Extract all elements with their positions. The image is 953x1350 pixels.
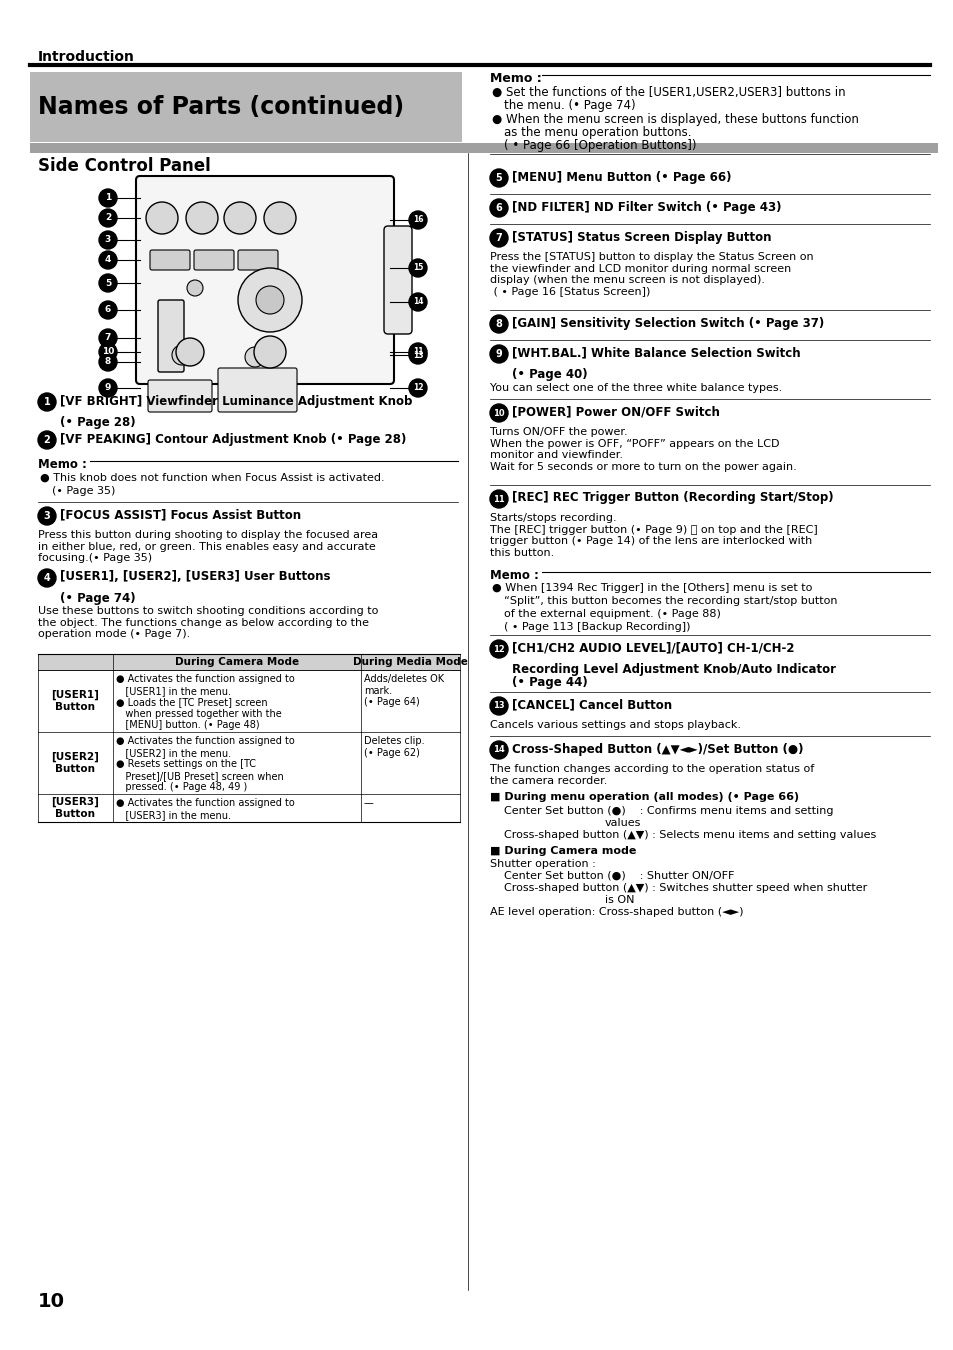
FancyBboxPatch shape xyxy=(150,250,190,270)
Text: 12: 12 xyxy=(493,644,504,653)
Text: Press the [STATUS] button to display the Status Screen on
the viewfinder and LCD: Press the [STATUS] button to display the… xyxy=(490,252,813,297)
Text: Cross-Shaped Button (▲▼◄►)/Set Button (●): Cross-Shaped Button (▲▼◄►)/Set Button (●… xyxy=(512,743,802,756)
Circle shape xyxy=(99,231,117,248)
Text: 12: 12 xyxy=(413,383,423,393)
Text: 5: 5 xyxy=(105,278,111,288)
FancyBboxPatch shape xyxy=(38,732,459,794)
Text: Memo :: Memo : xyxy=(490,568,538,582)
Text: —: — xyxy=(364,798,374,809)
Text: AE level operation: Cross-shaped button (◄►): AE level operation: Cross-shaped button … xyxy=(490,907,742,917)
Text: 14: 14 xyxy=(413,297,423,306)
Text: Turns ON/OFF the power.
When the power is OFF, “POFF” appears on the LCD
monitor: Turns ON/OFF the power. When the power i… xyxy=(490,427,796,471)
Circle shape xyxy=(99,379,117,397)
Text: 1: 1 xyxy=(105,193,111,202)
Text: (• Page 35): (• Page 35) xyxy=(52,486,115,495)
Text: (• Page 28): (• Page 28) xyxy=(60,416,135,429)
Text: Press this button during shooting to display the focused area
in either blue, re: Press this button during shooting to dis… xyxy=(38,531,377,563)
Text: the menu. (• Page 74): the menu. (• Page 74) xyxy=(503,99,635,112)
Text: [WHT.BAL.] White Balance Selection Switch: [WHT.BAL.] White Balance Selection Switc… xyxy=(512,347,800,359)
Text: 11: 11 xyxy=(413,347,423,356)
Text: [CH1/CH2 AUDIO LEVEL]/[AUTO] CH-1/CH-2: [CH1/CH2 AUDIO LEVEL]/[AUTO] CH-1/CH-2 xyxy=(512,641,794,655)
Circle shape xyxy=(245,347,265,367)
FancyBboxPatch shape xyxy=(384,225,412,333)
Circle shape xyxy=(409,379,427,397)
Text: [USER1], [USER2], [USER3] User Buttons: [USER1], [USER2], [USER3] User Buttons xyxy=(60,571,330,583)
Circle shape xyxy=(490,198,507,217)
Circle shape xyxy=(187,279,203,296)
Text: 9: 9 xyxy=(496,350,502,359)
Circle shape xyxy=(146,202,178,234)
Text: [MENU] Menu Button (• Page 66): [MENU] Menu Button (• Page 66) xyxy=(512,170,731,184)
Text: Memo :: Memo : xyxy=(490,72,541,85)
FancyBboxPatch shape xyxy=(148,379,212,412)
Circle shape xyxy=(38,393,56,410)
Text: “Split”, this button becomes the recording start/stop button: “Split”, this button becomes the recordi… xyxy=(503,595,837,606)
Circle shape xyxy=(99,274,117,292)
Circle shape xyxy=(38,508,56,525)
Circle shape xyxy=(175,338,204,366)
Text: The function changes according to the operation status of
the camera recorder.: The function changes according to the op… xyxy=(490,764,814,786)
Text: 5: 5 xyxy=(496,173,502,184)
Circle shape xyxy=(409,259,427,277)
Circle shape xyxy=(490,315,507,333)
Text: Starts/stops recording.
The [REC] trigger button (• Page 9) ⓗ on top and the [RE: Starts/stops recording. The [REC] trigge… xyxy=(490,513,817,558)
Circle shape xyxy=(99,209,117,227)
Circle shape xyxy=(38,431,56,450)
Circle shape xyxy=(99,352,117,371)
Text: 3: 3 xyxy=(44,512,51,521)
Text: ■ During menu operation (all modes) (• Page 66): ■ During menu operation (all modes) (• P… xyxy=(490,792,799,802)
Text: [REC] REC Trigger Button (Recording Start/Stop): [REC] REC Trigger Button (Recording Star… xyxy=(512,491,833,505)
Text: [FOCUS ASSIST] Focus Assist Button: [FOCUS ASSIST] Focus Assist Button xyxy=(60,509,301,521)
Text: of the external equipment. (• Page 88): of the external equipment. (• Page 88) xyxy=(503,609,720,620)
Text: 4: 4 xyxy=(44,572,51,583)
Text: 10: 10 xyxy=(102,347,114,356)
Text: 14: 14 xyxy=(493,745,504,755)
FancyBboxPatch shape xyxy=(136,176,394,383)
Text: 7: 7 xyxy=(105,333,112,343)
Text: 13: 13 xyxy=(413,351,423,359)
Text: [USER1]
Button: [USER1] Button xyxy=(51,690,99,711)
Text: 4: 4 xyxy=(105,255,112,265)
Text: 10: 10 xyxy=(38,1292,65,1311)
Circle shape xyxy=(99,301,117,319)
Circle shape xyxy=(255,286,284,315)
Text: Deletes clip.
(• Page 62): Deletes clip. (• Page 62) xyxy=(364,736,424,757)
Text: [USER3]
Button: [USER3] Button xyxy=(51,796,99,819)
Circle shape xyxy=(172,346,192,365)
Circle shape xyxy=(490,490,507,508)
Text: [ND FILTER] ND Filter Switch (• Page 43): [ND FILTER] ND Filter Switch (• Page 43) xyxy=(512,201,781,213)
Text: 13: 13 xyxy=(493,702,504,710)
Text: Adds/deletes OK
mark.
(• Page 64): Adds/deletes OK mark. (• Page 64) xyxy=(364,674,444,707)
Text: Names of Parts (continued): Names of Parts (continued) xyxy=(38,95,404,119)
Text: 9: 9 xyxy=(105,383,112,393)
Text: Center Set button (●)    : Confirms menu items and setting: Center Set button (●) : Confirms menu it… xyxy=(503,806,833,815)
Text: 3: 3 xyxy=(105,235,111,244)
Text: Cross-shaped button (▲▼) : Switches shutter speed when shutter: Cross-shaped button (▲▼) : Switches shut… xyxy=(503,883,866,892)
Circle shape xyxy=(490,404,507,423)
Circle shape xyxy=(99,329,117,347)
Text: as the menu operation buttons.: as the menu operation buttons. xyxy=(503,126,691,139)
Text: Introduction: Introduction xyxy=(38,50,134,63)
Text: 8: 8 xyxy=(105,358,111,366)
Circle shape xyxy=(99,251,117,269)
Circle shape xyxy=(409,343,427,360)
Circle shape xyxy=(409,211,427,230)
Text: [USER2]
Button: [USER2] Button xyxy=(51,752,99,774)
FancyBboxPatch shape xyxy=(30,143,937,153)
Circle shape xyxy=(99,343,117,360)
Circle shape xyxy=(490,230,507,247)
Circle shape xyxy=(253,336,286,369)
Text: ■ During Camera mode: ■ During Camera mode xyxy=(490,846,636,856)
FancyBboxPatch shape xyxy=(30,72,461,142)
Text: 8: 8 xyxy=(495,319,502,329)
Text: ( • Page 66 [Operation Buttons]): ( • Page 66 [Operation Buttons]) xyxy=(503,139,696,153)
Text: During Media Mode: During Media Mode xyxy=(353,657,468,667)
Text: [VF BRIGHT] Viewfinder Luminance Adjustment Knob: [VF BRIGHT] Viewfinder Luminance Adjustm… xyxy=(60,394,412,408)
Text: (• Page 40): (• Page 40) xyxy=(512,369,587,381)
Text: 6: 6 xyxy=(496,202,502,213)
Circle shape xyxy=(99,189,117,207)
Text: ● Activates the function assigned to
   [USER3] in the menu.: ● Activates the function assigned to [US… xyxy=(116,798,294,819)
Text: 6: 6 xyxy=(105,305,111,315)
Circle shape xyxy=(38,568,56,587)
Text: Memo :: Memo : xyxy=(38,458,87,471)
